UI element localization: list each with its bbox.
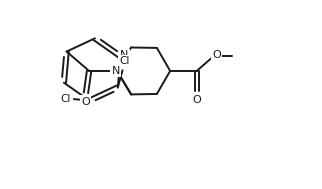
Text: Cl: Cl (119, 57, 129, 67)
Text: O: O (212, 50, 221, 60)
Text: O: O (192, 95, 201, 105)
Text: N: N (120, 50, 128, 60)
Text: O: O (81, 97, 90, 107)
Text: N: N (111, 66, 120, 76)
Text: Cl: Cl (61, 94, 71, 104)
